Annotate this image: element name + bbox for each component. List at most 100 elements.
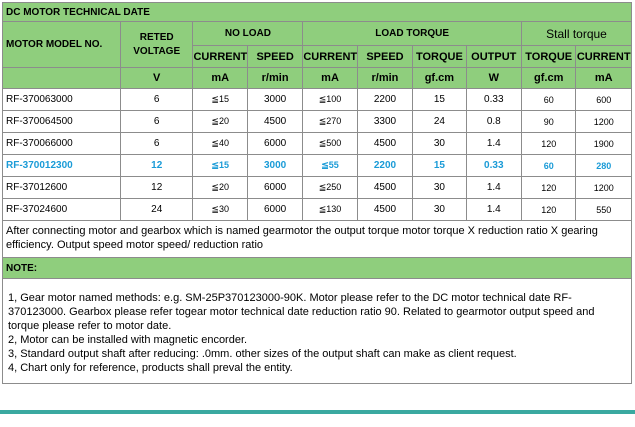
- unit-cell: r/min: [246, 67, 304, 89]
- cell: 4500: [356, 198, 414, 221]
- cell: 30: [412, 198, 467, 221]
- cell: ≦500: [302, 132, 358, 155]
- header-col: CURRENT: [575, 45, 632, 68]
- cell: 24: [119, 198, 194, 221]
- cell: ≦15: [192, 154, 248, 177]
- cell: 6000: [246, 132, 304, 155]
- note-title: NOTE:: [2, 257, 632, 279]
- cell: 3000: [246, 154, 304, 177]
- cell: 1900: [575, 132, 632, 155]
- cell: 60: [520, 154, 577, 177]
- unit-cell: r/min: [356, 67, 414, 89]
- cell: 3300: [356, 110, 414, 133]
- unit-cell: mA: [192, 67, 248, 89]
- cell: 60: [520, 88, 577, 111]
- table-row: RF-370064500 6 ≦20 4500 ≦270 3300 24 0.8…: [2, 110, 632, 133]
- cell-model: RF-370012300: [2, 154, 121, 177]
- cell: 2200: [356, 154, 414, 177]
- cell: 15: [412, 88, 467, 111]
- bottom-divider: [0, 410, 635, 414]
- formula-paragraph: After connecting motor and gearbox which…: [2, 220, 632, 258]
- cell: ≦20: [192, 176, 248, 199]
- cell: ≦20: [192, 110, 248, 133]
- cell: 90: [520, 110, 577, 133]
- table-row: RF-37024600 24 ≦30 6000 ≦130 4500 30 1.4…: [2, 198, 632, 221]
- unit-cell: mA: [575, 67, 632, 89]
- cell-model: RF-370063000: [2, 88, 121, 111]
- cell: 3000: [246, 88, 304, 111]
- cell: ≦130: [302, 198, 358, 221]
- unit-cell: gf.cm: [412, 67, 467, 89]
- cell: 12: [119, 176, 194, 199]
- header-load-torque: LOAD TORQUE: [302, 21, 522, 46]
- header-col: TORQUE: [412, 45, 467, 68]
- cell: 120: [520, 198, 577, 221]
- cell: 24: [412, 110, 467, 133]
- cell: 6: [119, 88, 194, 111]
- cell: 15: [412, 154, 467, 177]
- cell: ≦250: [302, 176, 358, 199]
- header-col: CURRENT: [192, 45, 248, 68]
- cell: ≦55: [302, 154, 358, 177]
- cell: 0.8: [465, 110, 523, 133]
- unit-cell: mA: [302, 67, 358, 89]
- note-item: 3, Standard output shaft after reducing:…: [8, 348, 517, 360]
- cell: 6: [119, 110, 194, 133]
- table-row: RF-370066000 6 ≦40 6000 ≦500 4500 30 1.4…: [2, 132, 632, 155]
- cell: ≦15: [192, 88, 248, 111]
- cell: 0.33: [465, 154, 523, 177]
- cell: 600: [575, 88, 632, 111]
- note-item: 2, Motor can be installed with magnetic …: [8, 334, 248, 346]
- cell-model: RF-37024600: [2, 198, 121, 221]
- cell: 120: [520, 176, 577, 199]
- cell-model: RF-370064500: [2, 110, 121, 133]
- cell: 1.4: [465, 198, 523, 221]
- cell: ≦100: [302, 88, 358, 111]
- cell: 1200: [575, 110, 632, 133]
- header-col: TORQUE: [520, 45, 577, 68]
- note-item: 1, Gear motor named methods: e.g. SM-25P…: [8, 292, 595, 332]
- cell-model: RF-370066000: [2, 132, 121, 155]
- cell: 1.4: [465, 176, 523, 199]
- cell: 0.33: [465, 88, 523, 111]
- cell: 2200: [356, 88, 414, 111]
- cell: 1.4: [465, 132, 523, 155]
- cell: 4500: [356, 132, 414, 155]
- notes-block: 1, Gear motor named methods: e.g. SM-25P…: [2, 278, 632, 384]
- header-col: SPEED: [246, 45, 304, 68]
- table-row: RF-37012600 12 ≦20 6000 ≦250 4500 30 1.4…: [2, 176, 632, 199]
- cell: 12: [119, 154, 194, 177]
- cell: 4500: [356, 176, 414, 199]
- spec-sheet: DC MOTOR TECHNICAL DATE MOTOR MODEL NO. …: [2, 2, 632, 384]
- header-col: OUTPUT: [465, 45, 523, 68]
- header-col: CURRENT: [302, 45, 358, 68]
- cell: ≦40: [192, 132, 248, 155]
- cell: ≦30: [192, 198, 248, 221]
- note-item: 4, Chart only for reference, products sh…: [8, 362, 293, 374]
- cell: 280: [575, 154, 632, 177]
- header-stall-torque: Stall torque: [521, 21, 632, 46]
- cell: 6000: [246, 176, 304, 199]
- unit-cell: W: [465, 67, 523, 89]
- cell: 30: [412, 176, 467, 199]
- cell: 4500: [246, 110, 304, 133]
- table-row: RF-370063000 6 ≦15 3000 ≦100 2200 15 0.3…: [2, 88, 632, 111]
- table-row-highlighted: RF-370012300 12 ≦15 3000 ≦55 2200 15 0.3…: [2, 154, 632, 177]
- header-voltage: RETED VOLTAGE: [119, 21, 194, 68]
- cell: 6: [119, 132, 194, 155]
- cell: 6000: [246, 198, 304, 221]
- header-no-load: NO LOAD: [192, 21, 304, 46]
- header-model: MOTOR MODEL NO.: [2, 21, 121, 68]
- cell: 1200: [575, 176, 632, 199]
- unit-cell: gf.cm: [520, 67, 577, 89]
- cell: ≦270: [302, 110, 358, 133]
- cell-model: RF-37012600: [2, 176, 121, 199]
- unit-cell: V: [119, 67, 194, 89]
- cell: 30: [412, 132, 467, 155]
- units-spacer: [2, 67, 121, 89]
- cell: 120: [520, 132, 577, 155]
- motor-spec-table: DC MOTOR TECHNICAL DATE MOTOR MODEL NO. …: [2, 2, 632, 384]
- cell: 550: [575, 198, 632, 221]
- table-title: DC MOTOR TECHNICAL DATE: [2, 2, 632, 22]
- header-col: SPEED: [356, 45, 414, 68]
